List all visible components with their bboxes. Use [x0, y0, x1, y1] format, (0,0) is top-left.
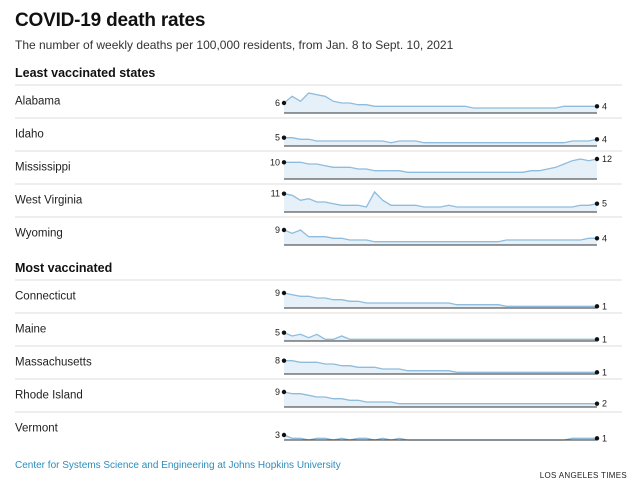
state-label-vermont: Vermont: [15, 423, 59, 435]
line-maine: [283, 332, 597, 340]
end-value-rhode-island: 2: [602, 399, 607, 409]
start-value-wyoming: 9: [275, 225, 280, 235]
end-value-maine: 1: [602, 334, 607, 344]
area-massachusetts: [284, 360, 597, 374]
area-connecticut: [284, 293, 597, 308]
area-wyoming: [284, 230, 597, 245]
start-dot-massachusetts: [281, 358, 287, 363]
start-dot-alabama: [281, 100, 287, 106]
line-connecticut: [283, 292, 597, 307]
area-mississippi: [284, 159, 597, 179]
state-label-massachusetts: Massachusetts: [15, 357, 92, 369]
start-value-connecticut: 9: [275, 288, 280, 298]
end-dot-wyoming: [594, 236, 600, 241]
state-label-idaho: Idaho: [15, 129, 44, 141]
start-value-massachusetts: 8: [275, 356, 280, 366]
start-value-idaho: 5: [275, 133, 280, 143]
state-label-west-virginia: West Virginia: [15, 195, 83, 207]
end-dot-vermont: [594, 436, 600, 441]
line-alabama: [283, 92, 597, 109]
line-west-virginia: [283, 190, 598, 208]
end-dot-idaho: [594, 137, 600, 142]
end-value-connecticut: 1: [602, 301, 607, 311]
state-label-wyoming: Wyoming: [15, 228, 63, 240]
start-dot-rhode-island: [281, 389, 287, 395]
end-dot-alabama: [594, 104, 600, 109]
source-link[interactable]: Center for Systems Science and Engineeri…: [15, 460, 341, 471]
end-value-vermont: 1: [602, 433, 607, 443]
area-west-virginia: [284, 192, 597, 212]
line-vermont: [283, 434, 597, 441]
end-value-massachusetts: 1: [602, 367, 607, 377]
start-dot-idaho: [281, 135, 287, 140]
state-label-maine: Maine: [15, 324, 46, 336]
end-value-idaho: 4: [602, 134, 607, 144]
state-label-connecticut: Connecticut: [15, 291, 77, 303]
line-rhode-island: [283, 391, 597, 405]
end-dot-rhode-island: [594, 401, 600, 406]
section-heading-least-vaccinated: Least vaccinated states: [15, 66, 156, 80]
end-dot-mississippi: [594, 156, 600, 162]
start-value-vermont: 3: [275, 430, 280, 440]
start-dot-maine: [281, 330, 287, 335]
chart-title: COVID-19 death rates: [15, 10, 206, 31]
end-value-west-virginia: 5: [602, 199, 607, 209]
state-label-mississippi: Mississippi: [15, 162, 71, 174]
chart-subtitle: The number of weekly deaths per 100,000 …: [15, 38, 454, 52]
start-value-maine: 5: [275, 328, 280, 338]
start-dot-mississippi: [281, 160, 287, 165]
end-dot-maine: [594, 337, 600, 342]
line-idaho: [284, 137, 598, 144]
start-value-alabama: 6: [275, 98, 280, 108]
start-value-rhode-island: 9: [275, 387, 280, 397]
start-value-west-virginia: 11: [271, 189, 280, 199]
start-dot-wyoming: [281, 227, 287, 233]
section-heading-most-vaccinated: Most vaccinated: [15, 261, 113, 275]
end-dot-massachusetts: [594, 370, 600, 375]
area-idaho: [284, 137, 597, 146]
start-value-mississippi: 10: [270, 157, 280, 167]
line-massachusetts: [284, 360, 597, 373]
end-dot-west-virginia: [594, 201, 600, 206]
state-label-alabama: Alabama: [15, 96, 61, 108]
start-dot-west-virginia: [281, 191, 287, 196]
end-dot-connecticut: [594, 304, 600, 309]
state-label-rhode-island: Rhode Island: [15, 390, 83, 402]
end-value-mississippi: 12: [602, 154, 612, 164]
end-value-alabama: 4: [602, 101, 607, 111]
end-value-wyoming: 4: [602, 233, 607, 243]
line-wyoming: [283, 229, 597, 243]
area-rhode-island: [284, 392, 597, 407]
area-alabama: [284, 93, 597, 113]
credit-text: LOS ANGELES TIMES: [539, 471, 627, 480]
line-mississippi: [284, 158, 598, 173]
start-dot-connecticut: [281, 290, 287, 296]
start-dot-vermont: [281, 432, 287, 438]
